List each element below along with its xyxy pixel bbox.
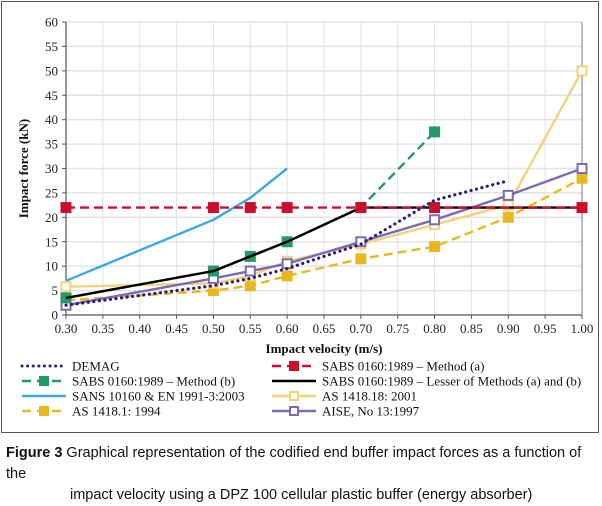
data-point-aise-no-13-1997 — [429, 214, 441, 226]
chart: 0 5 10 15 20 25 30 35 40 45 50 55 60 0.30 0.35 0.40 0.45… — [16, 15, 594, 419]
series-line-sabs-0160-1989-lesser-of-methods-a-and-b — [65, 206, 582, 300]
data-point-as-1418-1-1994 — [576, 172, 588, 184]
x-tick-label: 0.40 — [128, 321, 151, 336]
y-tick-label: 50 — [45, 63, 58, 78]
figure-label: Figure 3 — [6, 445, 63, 461]
legend-label-sabs-0160-1989-method-b: SABS 0160:1989 – Method (b) — [72, 374, 235, 389]
legend-label-as-1418-1-1994: AS 1418.1: 1994 — [72, 404, 161, 419]
x-tick-label: 0.95 — [534, 321, 557, 336]
data-point-sabs-0160-1989-method-a — [60, 202, 72, 214]
data-point-as-1418-1-1994 — [502, 211, 514, 223]
data-point-as-1418-1-1994 — [207, 285, 219, 297]
y-tick-label: 55 — [45, 39, 58, 54]
x-axis-title: Impact velocity (m/s) — [266, 341, 383, 356]
legend-label-sans-10160-en-1991-3-2003: SANS 10160 & EN 1991-3:2003 — [72, 389, 245, 404]
series-line-sans-10160-en-1991-3-2003 — [65, 167, 288, 282]
x-tick-label: 1.00 — [571, 321, 594, 336]
series-line-as-1418-1-1994 — [65, 177, 583, 302]
legend-marker-as-1418-1-1994 — [39, 406, 49, 416]
data-point-aise-no-13-1997 — [576, 163, 588, 174]
figure-frame: 0 5 10 15 20 25 30 35 40 45 50 55 60 0.30 0.35 0.40 0.45… — [1, 1, 599, 433]
data-point-as-1418-1-1994 — [355, 253, 367, 265]
legend-label-sabs-0160-1989-lesser-of-methods-a-and-b: SABS 0160:1989 – Lesser of Methods (a) a… — [322, 374, 581, 389]
x-tick-label: 0.45 — [165, 321, 188, 336]
legend-label-as-1418-18-2001: AS 1418.18: 2001 — [322, 389, 417, 404]
data-point-aise-no-13-1997 — [244, 265, 256, 277]
x-tick-label: 0.30 — [55, 321, 78, 336]
x-tick-label: 0.85 — [460, 321, 483, 336]
y-tick-label: 40 — [45, 112, 58, 127]
x-tick-label: 0.80 — [423, 321, 446, 336]
legend-marker-as-1418-18-2001 — [289, 391, 299, 401]
caption-line-2: impact velocity using a DPZ 100 cellular… — [70, 487, 533, 503]
legend-marker-sabs-0160-1989-method-b — [39, 376, 49, 386]
data-point-as-1418-18-2001 — [576, 65, 588, 77]
series-line-demag — [64, 179, 510, 307]
x-tick-label: 0.60 — [276, 321, 299, 336]
y-tick-label: 15 — [45, 234, 58, 249]
data-point-aise-no-13-1997 — [281, 258, 293, 270]
caption-line-1: Graphical representation of the codified… — [6, 445, 582, 482]
x-tick-label: 0.55 — [239, 321, 262, 336]
y-tick-label: 20 — [45, 210, 58, 225]
legend-label-demag: DEMAG — [72, 359, 120, 374]
series-line-sabs-0160-1989-method-b — [65, 131, 436, 300]
data-point-as-1418-1-1994 — [429, 241, 441, 253]
data-point-as-1418-1-1994 — [281, 270, 293, 282]
y-tick-label: 25 — [45, 185, 58, 200]
data-point-sabs-0160-1989-method-a — [281, 202, 293, 214]
y-tick-label: 0 — [52, 308, 59, 323]
data-point-sabs-0160-1989-method-a — [429, 202, 441, 214]
x-tick-label: 0.50 — [202, 321, 225, 336]
data-point-aise-no-13-1997 — [502, 189, 514, 201]
data-point-sabs-0160-1989-method-b — [60, 292, 72, 304]
x-tick-label: 0.65 — [313, 321, 336, 336]
data-point-sabs-0160-1989-method-b — [429, 126, 441, 138]
y-axis-title: Impact force (kN) — [16, 119, 31, 218]
y-tick-label: 5 — [52, 283, 59, 298]
y-tick-label: 60 — [45, 15, 58, 30]
y-tick-label: 45 — [45, 88, 58, 103]
legend-marker-aise-no-13-1997 — [289, 406, 299, 416]
series-line-aise-no-13-1997 — [65, 167, 583, 307]
data-point-sabs-0160-1989-method-a — [207, 202, 219, 214]
legend-label-aise-no-13-1997: AISE, No 13:1997 — [322, 404, 420, 419]
data-point-sabs-0160-1989-method-a — [355, 202, 367, 214]
data-point-sabs-0160-1989-method-a — [576, 202, 588, 214]
x-tick-label: 0.90 — [497, 321, 520, 336]
figure-caption: Figure 3 Graphical representation of the… — [6, 443, 596, 506]
x-tick-label: 0.75 — [386, 321, 409, 336]
legend-label-sabs-0160-1989-method-a: SABS 0160:1989 – Method (a) — [322, 359, 485, 374]
data-point-sabs-0160-1989-method-a — [244, 202, 256, 214]
data-point-as-1418-18-2001 — [60, 281, 72, 293]
y-tick-label: 35 — [45, 137, 58, 152]
y-tick-label: 30 — [45, 161, 58, 176]
x-tick-label: 0.35 — [91, 321, 114, 336]
y-tick-label: 10 — [45, 259, 58, 274]
x-tick-label: 0.70 — [349, 321, 372, 336]
legend-marker-sabs-0160-1989-method-a — [289, 361, 299, 371]
data-point-as-1418-1-1994 — [244, 280, 256, 292]
